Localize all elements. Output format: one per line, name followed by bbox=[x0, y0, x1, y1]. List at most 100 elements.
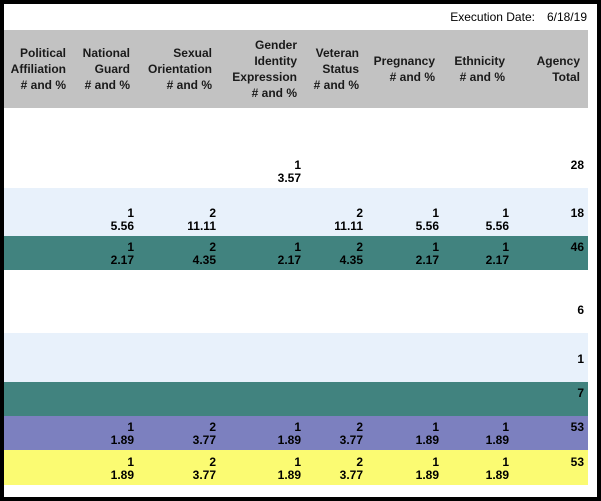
cell-percent bbox=[443, 366, 509, 379]
cell-percent bbox=[220, 220, 301, 233]
cell-pa bbox=[4, 382, 74, 416]
cell-percent: 5.56 bbox=[110, 219, 134, 233]
cell-percent: 2.17 bbox=[277, 253, 301, 267]
cell-eth bbox=[443, 142, 513, 188]
header-line: National bbox=[82, 46, 130, 60]
cell-vs bbox=[305, 108, 367, 142]
cell-gie: 1 3.57 bbox=[220, 142, 305, 188]
cell-percent: 5.56 bbox=[485, 219, 509, 233]
cell-so bbox=[138, 108, 220, 142]
cell-percent bbox=[4, 172, 70, 185]
cell-count bbox=[443, 270, 509, 283]
cell-percent: 1.89 bbox=[485, 468, 509, 482]
cell-percent: 2.17 bbox=[110, 253, 134, 267]
cell-percent bbox=[513, 254, 584, 267]
cell-vs: 2 3.77 bbox=[305, 450, 367, 485]
cell-count bbox=[305, 387, 363, 400]
cell-eth bbox=[443, 299, 513, 333]
table-row: 1 2.17 2 4.35 1 2.17 2 4.35 1 2.17 1 2.17 46 bbox=[4, 236, 588, 270]
cell-percent bbox=[4, 220, 70, 233]
cell-count bbox=[220, 304, 301, 317]
cell-percent bbox=[220, 126, 301, 139]
cell-count bbox=[138, 159, 216, 172]
cell-total: 28 bbox=[513, 142, 588, 188]
cell-count: 1 bbox=[502, 206, 509, 220]
header-line: # and % bbox=[20, 78, 66, 92]
cell-count: 2 bbox=[356, 240, 363, 254]
cell-ng: 1 5.56 bbox=[74, 188, 138, 236]
cell-count bbox=[138, 353, 216, 366]
cell-count: 1 bbox=[127, 240, 134, 254]
cell-ng: 1 1.89 bbox=[74, 450, 138, 485]
cell-total bbox=[513, 270, 588, 299]
cell-ng bbox=[74, 382, 138, 416]
cell-vs bbox=[305, 142, 367, 188]
cell-count: 18 bbox=[570, 206, 584, 220]
header-row: Political Affiliation # and % National Guard… bbox=[4, 30, 588, 108]
cell-count: 1 bbox=[294, 158, 301, 172]
cell-so bbox=[138, 299, 220, 333]
cell-percent bbox=[220, 317, 301, 330]
cell-vs: 2 4.35 bbox=[305, 236, 367, 270]
cell-pr bbox=[367, 142, 443, 188]
header-line: Ethnicity bbox=[454, 54, 505, 68]
cell-percent bbox=[74, 400, 134, 413]
cell-count bbox=[220, 353, 301, 366]
cell-count: 2 bbox=[209, 455, 216, 469]
cell-count bbox=[367, 353, 439, 366]
cell-count bbox=[74, 113, 134, 126]
cell-total: 6 bbox=[513, 299, 588, 333]
cell-percent: 3.77 bbox=[192, 433, 216, 447]
header-cell-vs: Veteran Status # and % bbox=[305, 30, 367, 108]
cell-count: 1 bbox=[502, 240, 509, 254]
cell-eth bbox=[443, 270, 513, 299]
cell-count bbox=[74, 353, 134, 366]
cell-pa bbox=[4, 416, 74, 450]
cell-percent bbox=[513, 220, 584, 233]
header-line: # and % bbox=[84, 78, 130, 92]
report-table-wrap: Political Affiliation # and % National Guard… bbox=[4, 30, 588, 485]
cell-percent: 11.11 bbox=[187, 219, 216, 233]
cell-gie bbox=[220, 270, 305, 299]
cell-percent: 1.89 bbox=[277, 433, 301, 447]
cell-percent bbox=[513, 283, 584, 296]
table-row: 1 bbox=[4, 333, 588, 382]
cell-total: 46 bbox=[513, 236, 588, 270]
cell-percent: 1.89 bbox=[110, 468, 134, 482]
cell-ng bbox=[74, 270, 138, 299]
execution-date-label: Execution Date: bbox=[450, 10, 535, 24]
cell-ng bbox=[74, 108, 138, 142]
cell-count: 6 bbox=[577, 303, 584, 317]
cell-percent bbox=[74, 317, 134, 330]
cell-gie: 1 2.17 bbox=[220, 236, 305, 270]
cell-percent: 3.77 bbox=[339, 433, 363, 447]
cell-count: 2 bbox=[356, 420, 363, 434]
header-line: # and % bbox=[389, 70, 435, 84]
header-line: # and % bbox=[251, 86, 297, 100]
execution-date-value: 6/18/19 bbox=[546, 10, 587, 24]
cell-count bbox=[305, 270, 363, 283]
cell-percent bbox=[443, 317, 509, 330]
cell-so: 2 11.11 bbox=[138, 188, 220, 236]
cell-percent: 4.35 bbox=[192, 253, 216, 267]
cell-count: 1 bbox=[432, 420, 439, 434]
cell-ng: 1 1.89 bbox=[74, 416, 138, 450]
cell-percent: 5.56 bbox=[415, 219, 439, 233]
cell-eth: 1 2.17 bbox=[443, 236, 513, 270]
cell-percent: 1.89 bbox=[277, 468, 301, 482]
header-line: # and % bbox=[313, 78, 359, 92]
header-line: Sexual bbox=[173, 46, 212, 60]
cell-percent: 3.77 bbox=[339, 468, 363, 482]
cell-percent bbox=[74, 126, 134, 139]
header-cell-eth: Ethnicity # and % bbox=[443, 30, 513, 108]
cell-ng bbox=[74, 299, 138, 333]
cell-percent bbox=[138, 400, 216, 413]
cell-percent bbox=[513, 434, 584, 447]
header-line: Political bbox=[19, 46, 66, 60]
table-row bbox=[4, 270, 588, 299]
cell-count bbox=[4, 159, 70, 172]
cell-percent bbox=[138, 172, 216, 185]
cell-pr bbox=[367, 382, 443, 416]
cell-percent: 2.17 bbox=[415, 253, 439, 267]
